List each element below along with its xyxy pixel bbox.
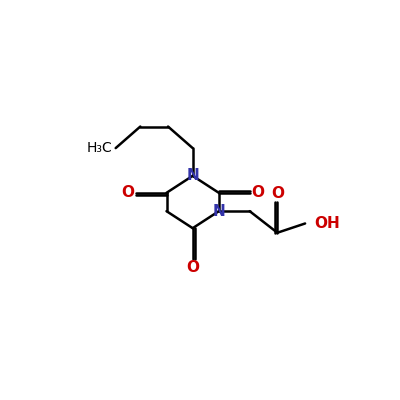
Text: O: O (271, 186, 284, 201)
Text: O: O (122, 185, 134, 200)
Text: N: N (212, 204, 225, 219)
Text: OH: OH (314, 216, 340, 231)
Text: O: O (186, 260, 199, 275)
Text: N: N (186, 168, 199, 183)
Text: O: O (251, 185, 264, 200)
Text: H₃C: H₃C (86, 141, 112, 155)
